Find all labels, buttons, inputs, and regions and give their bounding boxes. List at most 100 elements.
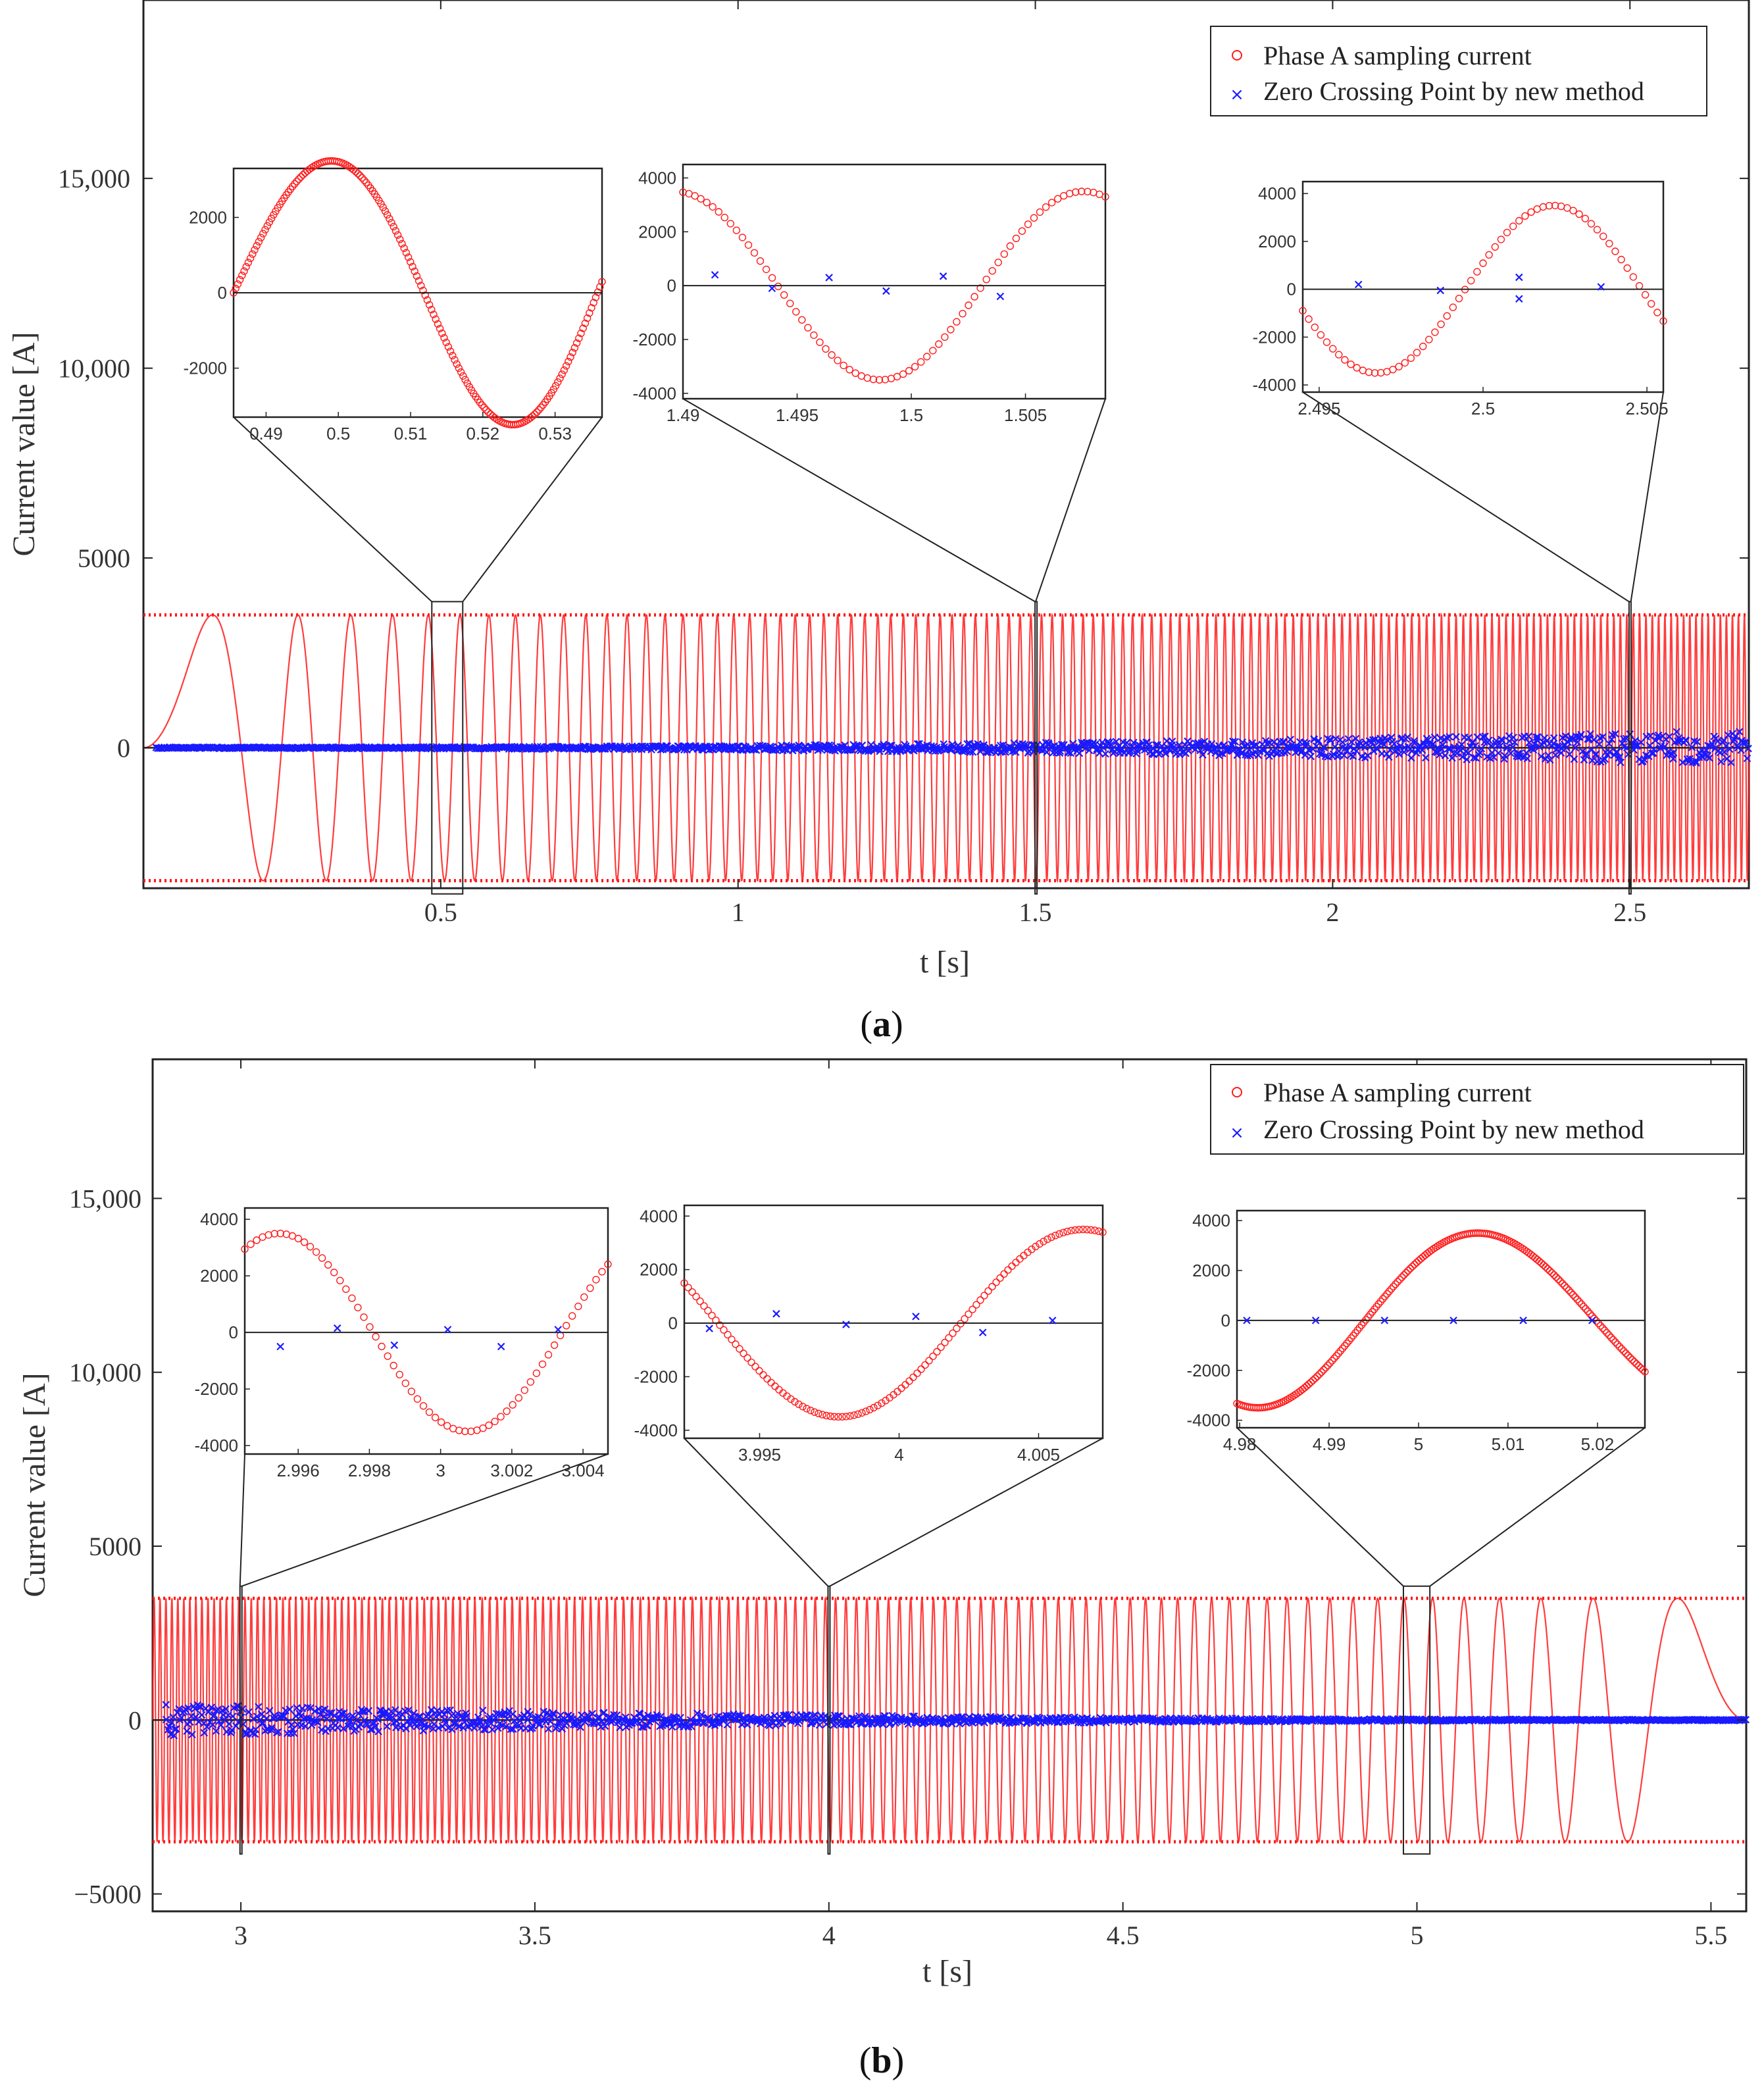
inset-sample xyxy=(732,226,741,234)
inset-x-tick-label: 2.495 xyxy=(1298,399,1340,418)
zero-cross-point xyxy=(184,1704,193,1712)
inset-sample xyxy=(768,274,776,282)
inset-sample xyxy=(878,1399,886,1407)
inset-x-tick-label: 4.99 xyxy=(1313,1434,1346,1454)
inset-sample xyxy=(1571,1293,1579,1301)
panel-a-letter: a xyxy=(872,1004,891,1045)
zero-cross-point xyxy=(1595,740,1603,748)
inset-sample xyxy=(434,320,442,328)
inset-sample xyxy=(803,1405,811,1413)
zero-cross-point xyxy=(162,1701,170,1709)
inset-zero-cross-point xyxy=(276,1342,284,1351)
inset-x-tick-label: 0.52 xyxy=(466,424,500,443)
zero-cross-point xyxy=(1744,744,1752,753)
x-tick-label: 4.5 xyxy=(1107,1921,1140,1950)
inset-sample xyxy=(538,1360,547,1369)
inset-sample xyxy=(826,1412,834,1421)
inset-sample xyxy=(953,318,961,326)
zero-cross-point xyxy=(485,743,493,751)
inset-sample xyxy=(253,1236,261,1244)
inset-x-tick-label: 5 xyxy=(1414,1434,1423,1454)
zero-cross-point xyxy=(999,741,1007,749)
zero-cross-point xyxy=(366,1725,374,1734)
inset-sample xyxy=(869,375,878,384)
zero-cross-point xyxy=(1396,742,1404,750)
zero-cross-point xyxy=(1605,748,1613,756)
inset-sample xyxy=(381,207,390,215)
zero-cross-point xyxy=(601,1722,609,1730)
inset-sample xyxy=(1535,1257,1544,1265)
zero-cross-point xyxy=(200,1728,209,1737)
zero-cross-point xyxy=(1570,755,1578,763)
inset-sample xyxy=(1042,203,1050,211)
zero-cross-point xyxy=(614,1719,622,1726)
zero-cross-point xyxy=(1320,743,1328,751)
zero-cross-point xyxy=(263,1714,270,1722)
zero-cross-point xyxy=(1571,743,1580,752)
inset-sample xyxy=(858,1409,866,1417)
inset-sample xyxy=(570,344,579,352)
inset-y-tick-label: -2000 xyxy=(184,359,228,378)
zero-cross-point xyxy=(1507,749,1515,757)
zero-cross-point xyxy=(1231,738,1240,746)
zero-cross-point xyxy=(1140,1715,1149,1722)
zero-cross-point xyxy=(1617,758,1625,767)
inset-y-tick-label: 4000 xyxy=(200,1209,238,1229)
inset-sample xyxy=(565,357,572,366)
zoom-connector xyxy=(829,1438,1103,1587)
inset-sample xyxy=(1407,354,1415,362)
inset-sample xyxy=(404,253,413,261)
inset-sample xyxy=(819,1411,826,1419)
inset-sample xyxy=(704,1307,712,1315)
inset-sample xyxy=(1593,226,1601,234)
inset-sample xyxy=(684,1284,692,1292)
zero-cross-point xyxy=(815,1721,824,1729)
zoom-window xyxy=(1402,1585,1431,1855)
zero-cross-point xyxy=(1383,736,1391,744)
zoom-window xyxy=(431,601,464,895)
zero-cross-point xyxy=(1457,741,1466,749)
zero-cross-point xyxy=(668,1722,676,1731)
inset-sample xyxy=(697,195,705,203)
inset-sample xyxy=(1626,1353,1634,1362)
inset-sample xyxy=(351,168,360,176)
zero-cross-point xyxy=(616,1723,624,1732)
zero-cross-point xyxy=(172,1724,180,1733)
zero-cross-point xyxy=(326,1709,334,1717)
zero-cross-point xyxy=(959,1713,967,1721)
zero-cross-point xyxy=(1479,733,1487,741)
inset-sample xyxy=(1515,216,1523,225)
inset-y-tick-label: 0 xyxy=(1221,1311,1230,1330)
inset-sample xyxy=(300,1238,309,1246)
inset-sample xyxy=(736,1345,743,1353)
inset-sample xyxy=(467,1427,475,1436)
zero-cross-point xyxy=(410,1709,418,1717)
inset-sample xyxy=(1040,1238,1047,1245)
zero-cross-point xyxy=(723,1721,732,1729)
inset-sample xyxy=(1540,1261,1548,1269)
inset-sample xyxy=(533,408,541,416)
zero-cross-point xyxy=(526,1711,534,1719)
inset-sample xyxy=(929,347,937,355)
inset-sample xyxy=(515,1394,522,1402)
zero-cross-point xyxy=(1369,736,1377,744)
inset-x-tick-label: 0.51 xyxy=(394,424,428,443)
inset-sample xyxy=(755,1367,763,1375)
inset-sample xyxy=(1542,1263,1550,1271)
inset-sample xyxy=(430,311,438,318)
inset-sample xyxy=(1047,199,1056,207)
inset-sample xyxy=(1586,1309,1594,1318)
inset-sample xyxy=(750,249,759,257)
inset-sample xyxy=(440,334,448,342)
inset-y-tick-label: 0 xyxy=(229,1322,238,1342)
inset-sample xyxy=(372,1332,380,1341)
zero-cross-point xyxy=(1380,741,1388,749)
legend-marker-zero-cross: × xyxy=(1230,85,1244,105)
legend-label-current: Phase A sampling current xyxy=(1263,41,1532,70)
zero-cross-point xyxy=(546,1717,555,1726)
inset-zero-cross-point xyxy=(1515,273,1523,282)
inset-sample xyxy=(1419,342,1427,351)
inset-sample xyxy=(756,257,765,265)
inset-sample xyxy=(976,284,984,292)
zoom-connector xyxy=(1429,1427,1646,1587)
